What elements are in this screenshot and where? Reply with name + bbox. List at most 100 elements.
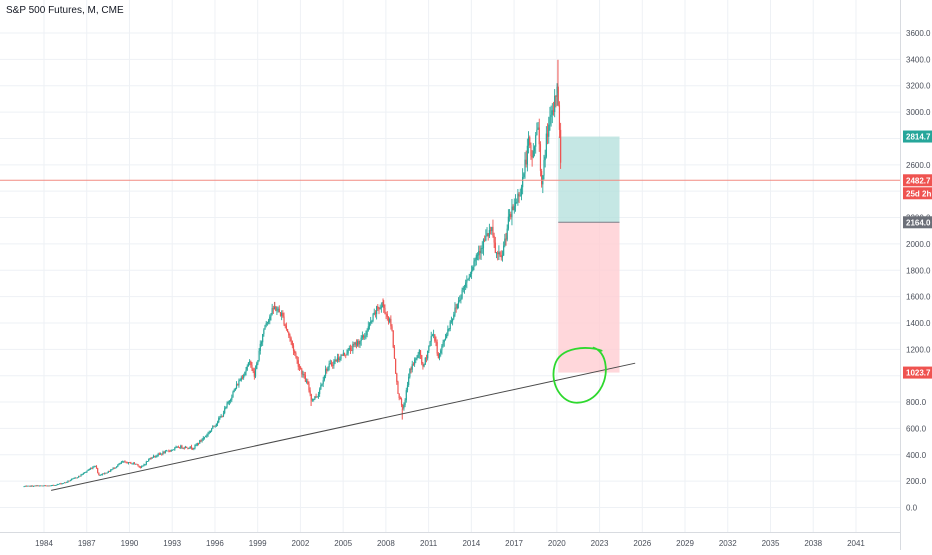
candle-body [504, 238, 506, 246]
candle-body [251, 365, 253, 369]
y-tick-label: 3000.0 [906, 108, 931, 117]
candle-body [506, 228, 508, 240]
y-tick-label: 2600.0 [906, 161, 931, 170]
candle-body [263, 329, 265, 334]
candle-body [75, 477, 77, 479]
x-tick-label: 2035 [762, 539, 780, 548]
candle-body [54, 485, 56, 486]
candle-body [520, 187, 523, 196]
candle-body [284, 324, 286, 326]
candle-body [416, 357, 418, 359]
candle-body [348, 348, 350, 350]
candle-body [277, 308, 279, 310]
candle-body [447, 329, 449, 335]
candle-body [396, 373, 398, 382]
candle-body [371, 320, 373, 322]
candle-body [524, 159, 526, 174]
candle-body [237, 384, 239, 386]
candle-body [254, 369, 257, 377]
candle-body [106, 472, 108, 474]
candle-body [44, 485, 47, 487]
candle-body [95, 465, 98, 469]
candle-body [560, 129, 562, 163]
candle-body [399, 397, 401, 399]
candle-body [34, 485, 36, 487]
candle-body [489, 230, 492, 231]
candle-body [424, 357, 426, 365]
candle-body [177, 446, 179, 448]
candle-body [390, 318, 392, 327]
candle-body [65, 482, 67, 484]
candle-body [273, 306, 276, 310]
candle-body [395, 358, 397, 374]
candle-body [310, 394, 312, 400]
candle-body [279, 312, 282, 316]
candle-body [418, 350, 420, 355]
candle-body [529, 137, 531, 145]
candle-body [113, 468, 115, 469]
candle-body [423, 364, 425, 367]
candle-body [511, 206, 513, 218]
candle-body [270, 314, 272, 317]
trendline[interactable] [51, 362, 636, 491]
circle-annotation[interactable] [552, 346, 607, 404]
candle-body [405, 390, 407, 401]
candle-body [252, 368, 254, 372]
candle-body [63, 482, 66, 484]
y-tick-label: 3600.0 [906, 29, 931, 38]
y-tick-label: 3200.0 [906, 82, 931, 91]
candle-body [514, 202, 517, 207]
candle-body [335, 359, 337, 362]
x-tick-label: 2041 [847, 539, 865, 548]
candle-body [466, 280, 468, 283]
candle-body [170, 449, 172, 452]
candle-body [228, 401, 231, 403]
candle-body [164, 450, 166, 454]
x-tick-label: 1990 [121, 539, 139, 548]
candle-body [158, 453, 160, 455]
candle-body [79, 475, 81, 477]
candle-body [219, 417, 221, 419]
candle-body [154, 455, 156, 457]
candle-body [143, 464, 145, 466]
candle-body [404, 400, 406, 405]
candle-body [127, 462, 130, 464]
profit-target-zone[interactable] [558, 136, 620, 223]
y-tick-label: 800.0 [906, 398, 927, 407]
candle-body [155, 455, 157, 457]
candle-body [245, 369, 247, 373]
candle-body [146, 461, 149, 462]
candle-body [419, 350, 422, 356]
candle-body [25, 485, 28, 487]
candle-body [406, 385, 409, 391]
candle-body [295, 353, 297, 357]
stop-loss-zone[interactable] [558, 222, 620, 373]
candle-body [485, 235, 487, 241]
candle-body [161, 453, 163, 455]
y-tick-label: 0.0 [906, 504, 918, 513]
candle-body [320, 385, 322, 390]
countdown-label-box [903, 187, 932, 200]
candle-body [114, 467, 117, 469]
candle-body [448, 328, 450, 330]
candle-body [441, 345, 443, 351]
candle-body [93, 466, 95, 468]
candle-body [80, 474, 82, 476]
candle-body [117, 465, 119, 467]
candle-body [315, 396, 317, 398]
candle-body [149, 458, 151, 460]
candle-body [266, 322, 269, 324]
candle-body [409, 368, 411, 377]
candle-body [257, 360, 259, 364]
candle-body [417, 354, 419, 358]
candle-body [69, 480, 71, 482]
candle-body [132, 463, 134, 464]
candle-body [475, 255, 477, 260]
candle-body [67, 480, 69, 483]
candle-body [283, 316, 285, 325]
y-tick-label: 2000.0 [906, 240, 931, 249]
candle-body [78, 475, 80, 478]
candle-body [463, 286, 466, 288]
